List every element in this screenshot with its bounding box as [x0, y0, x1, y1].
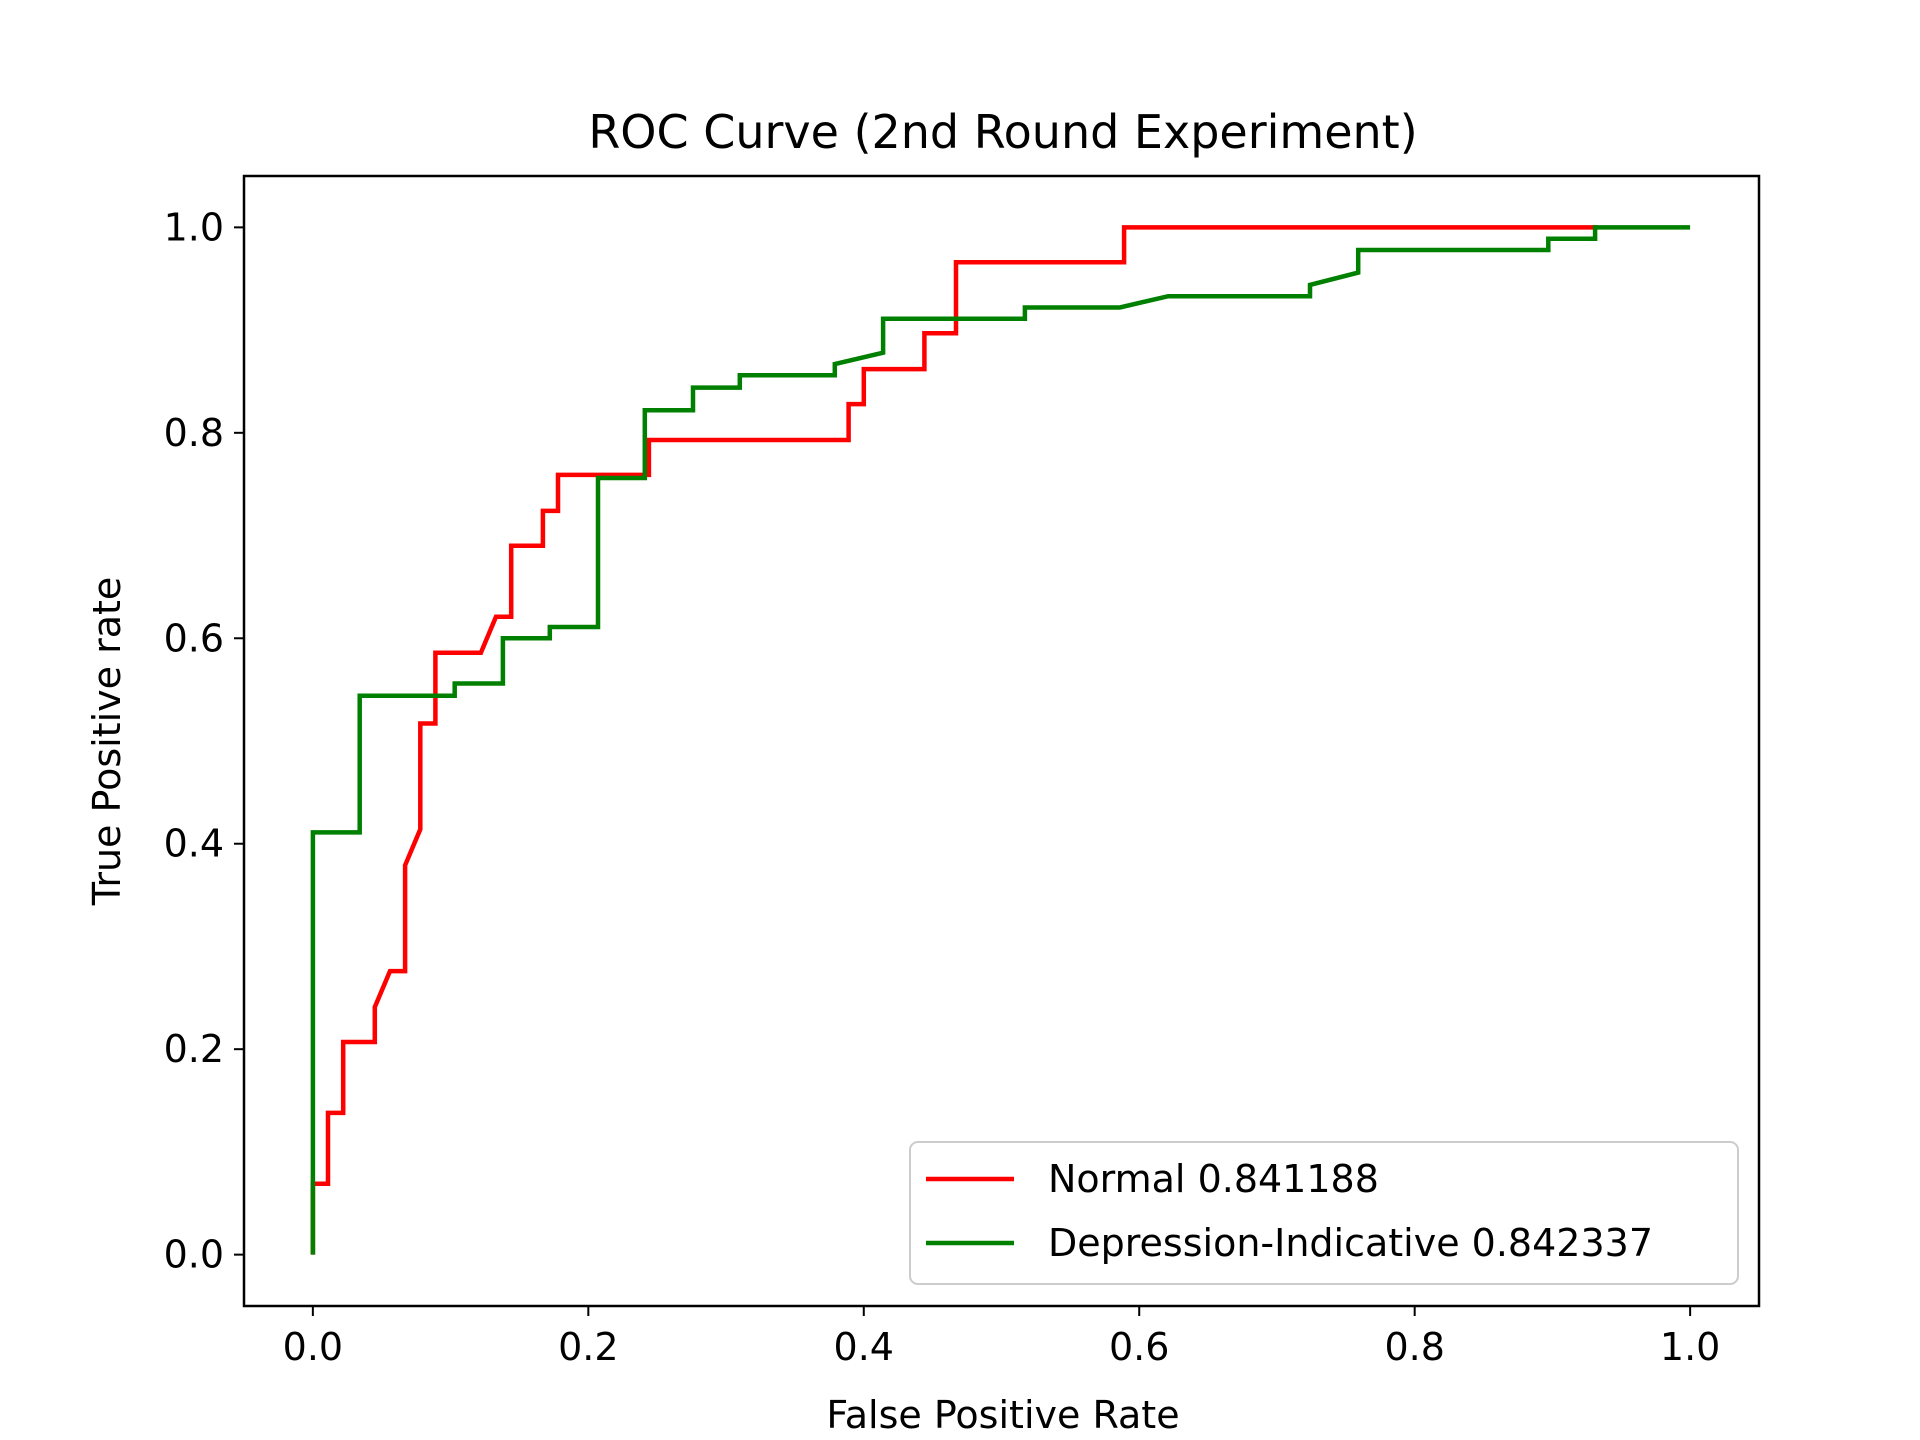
legend-label-normal: Normal 0.841188: [1048, 1157, 1379, 1201]
y-axis-label: True Positive rate: [85, 577, 129, 907]
x-tick-label: 0.0: [283, 1325, 343, 1369]
y-tick-label: 0.2: [164, 1027, 224, 1071]
plot-area: [242, 174, 1761, 1308]
series-line-depression-indicative: [310, 225, 1691, 1255]
chart-title: ROC Curve (2nd Round Experiment): [588, 105, 1417, 159]
x-tick-label: 0.4: [834, 1325, 894, 1369]
series-line-normal: [310, 225, 1598, 1255]
legend: Normal 0.841188 Depression-Indicative 0.…: [909, 1141, 1739, 1285]
x-tick-label: 1.0: [1660, 1325, 1720, 1369]
x-tick-label: 0.2: [558, 1325, 618, 1369]
legend-box: [909, 1141, 1739, 1285]
legend-label-depression-indicative: Depression-Indicative 0.842337: [1048, 1221, 1653, 1265]
x-axis-ticks: 0.0 0.2 0.4 0.6 0.8 1.0: [283, 1306, 1720, 1369]
x-tick-label: 0.8: [1384, 1325, 1444, 1369]
plot-frame: [242, 174, 1761, 1308]
y-tick-label: 0.4: [164, 822, 224, 866]
y-tick-label: 0.8: [164, 411, 224, 455]
y-tick-label: 0.0: [164, 1233, 224, 1277]
y-tick-label: 1.0: [164, 205, 224, 249]
y-axis-ticks: 0.0 0.2 0.4 0.6 0.8 1.0: [164, 205, 244, 1277]
y-tick-label: 0.6: [164, 616, 224, 660]
x-tick-label: 0.6: [1109, 1325, 1169, 1369]
x-axis-label: False Positive Rate: [826, 1393, 1179, 1437]
series-layer: [310, 225, 1691, 1255]
